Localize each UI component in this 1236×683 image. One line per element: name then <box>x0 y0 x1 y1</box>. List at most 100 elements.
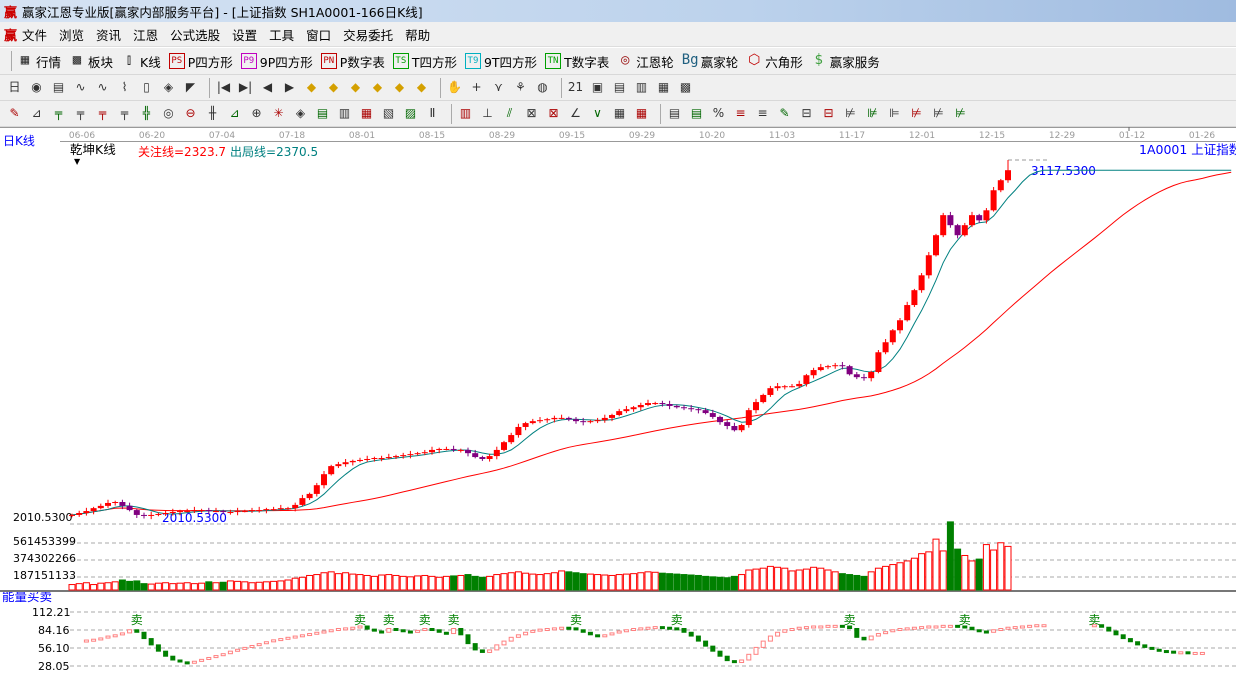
toolbar-button-kline[interactable]: ⫾ K线 <box>121 52 161 71</box>
drawing-tool-icon[interactable]: ⊫ <box>889 106 900 120</box>
list-icon[interactable]: ▤ <box>613 80 626 94</box>
drawing-tool-icon[interactable]: % <box>712 106 725 120</box>
car-icon[interactable]: ▩ <box>679 80 692 94</box>
toolbar-button-dollar[interactable]: $ 赢家服务 <box>811 52 880 71</box>
calc-icon[interactable]: ▣ <box>591 80 604 94</box>
drawing-tool-icon[interactable]: ≡ <box>757 106 768 120</box>
diamond-2-icon[interactable]: ◆ <box>328 80 339 94</box>
drawing-tool-icon[interactable]: ▤ <box>690 106 703 120</box>
drawing-tool-icon[interactable]: ✳ <box>273 106 284 120</box>
drawing-tool-icon[interactable]: ⊥ <box>482 106 493 120</box>
prev-icon[interactable]: ◀ <box>262 80 273 94</box>
drawing-tool-icon[interactable]: ⊭ <box>911 106 922 120</box>
menu-item[interactable]: 文件 <box>22 27 48 43</box>
drawing-tool-icon[interactable]: ▤ <box>316 106 329 120</box>
diamond-1-icon[interactable]: ◆ <box>306 80 317 94</box>
kline-chart[interactable]: 06-06 06-20 07-04 07-18 08-01 08-15 08-29 09-15… <box>0 127 1236 683</box>
menu-item[interactable]: 江恩 <box>133 27 159 43</box>
calendar-icon[interactable]: 21 <box>567 80 584 94</box>
hand-icon[interactable]: ✋ <box>447 80 462 94</box>
drawing-tool-icon[interactable]: ◎ <box>163 106 174 120</box>
period-day-dropdown[interactable]: 日 <box>8 80 21 94</box>
drawing-tool-icon[interactable]: ≡ <box>735 106 746 120</box>
drawing-tool-icon[interactable]: Ⅱ <box>429 106 436 120</box>
indicator-toggle-icon[interactable]: ◈ <box>163 80 174 94</box>
toolbar-button-ts[interactable]: TS T四方形 <box>392 52 457 71</box>
drawing-tool-icon[interactable]: ▦ <box>360 106 373 120</box>
drawing-tool-icon[interactable]: ✎ <box>9 106 20 120</box>
drawing-tool-icon[interactable]: ▦ <box>635 106 648 120</box>
drawing-icon[interactable]: ⌇ <box>121 80 128 94</box>
drawing-tool-icon[interactable]: ⊕ <box>251 106 262 120</box>
candle-select-dropdown[interactable]: ▯ <box>143 80 150 94</box>
menu-logo-icon[interactable]: 赢 <box>4 28 18 44</box>
crosshair-icon[interactable]: + <box>471 80 482 94</box>
drawing-tool-icon[interactable]: ╤ <box>120 106 129 120</box>
dropdown-arrow-icon[interactable]: ▼ <box>74 157 81 166</box>
menu-item[interactable]: 交易委托 <box>343 27 394 43</box>
triangle-icon[interactable]: ◤ <box>185 80 196 94</box>
indicator-name-dropdown[interactable]: 乾坤K线 <box>70 142 116 157</box>
drawing-tool-icon[interactable]: ⊯ <box>867 106 878 120</box>
menu-item[interactable]: 帮助 <box>405 27 431 43</box>
menu-item[interactable]: 浏览 <box>59 27 85 43</box>
indicator2-icon[interactable]: ∿ <box>97 80 108 94</box>
drawing-tool-icon[interactable]: ⊟ <box>823 106 834 120</box>
diamond-6-icon[interactable]: ◆ <box>416 80 427 94</box>
toolbar-button-t9[interactable]: T9 9T四方形 <box>464 52 537 71</box>
drawing-tool-icon[interactable]: ▦ <box>613 106 626 120</box>
drawing-tool-icon[interactable]: ∠ <box>570 106 581 120</box>
drawing-tool-icon[interactable]: ▤ <box>668 106 681 120</box>
drawing-tool-icon[interactable]: ⊟ <box>801 106 812 120</box>
drawing-tool-icon[interactable]: ⫽ <box>506 106 513 120</box>
save-icon[interactable]: ▥ <box>635 80 648 94</box>
notes-icon[interactable]: ▤ <box>52 80 65 94</box>
drawing-tool-icon[interactable]: ╬ <box>142 106 151 120</box>
drawing-tool-icon[interactable]: ⊿ <box>31 106 42 120</box>
drawing-tool-icon[interactable]: ⊖ <box>185 106 196 120</box>
drawing-tool-icon[interactable]: ╤ <box>54 106 63 120</box>
drawing-tool-icon[interactable]: ╫ <box>208 106 217 120</box>
menu-item[interactable]: 窗口 <box>306 27 332 43</box>
diamond-3-icon[interactable]: ◆ <box>350 80 361 94</box>
drawing-tool-icon[interactable]: ✎ <box>779 106 790 120</box>
indicator-icon[interactable]: ∿ <box>75 80 86 94</box>
drawing-tool-icon[interactable]: ⊭ <box>933 106 944 120</box>
cycle-icon[interactable]: ◍ <box>537 80 548 94</box>
drawing-tool-icon[interactable]: ▨ <box>404 106 417 120</box>
toolbar-button-big-wheel[interactable]: Bg 赢家轮 <box>682 52 739 71</box>
diamond-4-icon[interactable]: ◆ <box>372 80 383 94</box>
drawing-tool-icon[interactable]: ╤ <box>76 106 85 120</box>
toolbar-button-hexagon[interactable]: ⬡ 六角形 <box>746 52 803 71</box>
last-icon[interactable]: ▶| <box>238 80 253 94</box>
menu-item[interactable]: 设置 <box>232 27 258 43</box>
toolbar-button-p9[interactable]: P9 9P四方形 <box>240 52 313 71</box>
next-icon[interactable]: ▶ <box>284 80 295 94</box>
line-tool-icon[interactable]: ⋎ <box>494 80 503 94</box>
drawing-tool-icon[interactable]: ∨ <box>593 106 602 120</box>
toolbar-button-sector[interactable]: ▩ 板块 <box>69 52 113 71</box>
drawing-tool-icon[interactable]: ╤ <box>98 106 107 120</box>
screen-icon[interactable]: ▦ <box>657 80 670 94</box>
drawing-tool-icon[interactable]: ▥ <box>459 106 472 120</box>
toolbar-button-tn[interactable]: TN T数字表 <box>545 52 609 71</box>
drawing-tool-icon[interactable]: ⊭ <box>955 106 966 120</box>
toolbar-button-quote-table[interactable]: ▦ 行情 <box>17 52 61 71</box>
drawing-tool-icon[interactable]: ⊠ <box>526 106 537 120</box>
drawing-tool-icon[interactable]: ▧ <box>382 106 395 120</box>
pattern-icon[interactable]: ⚘ <box>515 80 526 94</box>
toolbar-button-gann-wheel[interactable]: ◎ 江恩轮 <box>617 52 674 71</box>
drawing-tool-icon[interactable]: ⊠ <box>548 106 559 120</box>
menu-item[interactable]: 工具 <box>269 27 295 43</box>
menu-item[interactable]: 资讯 <box>96 27 122 43</box>
analysis-icon[interactable]: ◉ <box>31 80 42 94</box>
menu-item[interactable]: 公式选股 <box>170 27 221 43</box>
drawing-tool-icon[interactable]: ▥ <box>338 106 351 120</box>
toolbar-button-ps[interactable]: PS P四方形 <box>168 52 233 71</box>
drawing-tool-icon[interactable]: ◈ <box>295 106 306 120</box>
drawing-tool-icon[interactable]: ⊭ <box>845 106 856 120</box>
drawing-tool-icon[interactable]: ⊿ <box>229 106 240 120</box>
toolbar-button-pn[interactable]: PN P数字表 <box>320 52 385 71</box>
first-icon[interactable]: |◀ <box>216 80 231 94</box>
diamond-5-icon[interactable]: ◆ <box>394 80 405 94</box>
